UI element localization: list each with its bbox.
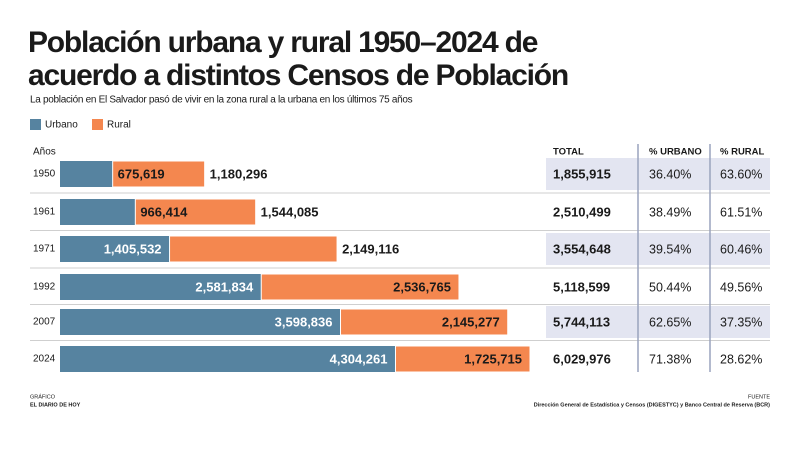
y-tick-label: 1950 [33,169,56,180]
chart-title: Población urbana y rural 1950–2024 de [28,26,538,59]
value-label: 1,725,715 [464,351,522,366]
table-cell: 5,744,113 [553,314,610,329]
table-cell: 39.54% [649,242,691,256]
table-cell: 36.40% [649,167,691,181]
y-tick-label: 1961 [33,207,56,218]
value-label: 966,414 [140,204,188,219]
table-cell: 60.46% [720,242,762,256]
bar-urbano [60,274,262,300]
bar-urbano [60,346,396,372]
table-cell: 61.51% [720,205,762,219]
row-shade [546,233,770,265]
value-label: 1,180,296 [210,166,268,181]
bar-rural [394,345,531,373]
legend-swatch [30,119,41,130]
source-label: FUENTE [748,394,770,400]
table-cell: 62.65% [649,315,691,329]
bar-urbano [60,236,170,262]
table-header: % URBANO [649,147,702,158]
source: Dirección General de Estadística y Censo… [534,402,770,408]
value-label: 1,405,532 [104,241,162,256]
table-cell: 1,855,915 [553,166,611,181]
bar-rural [169,235,338,263]
table-cell: 37.35% [720,315,762,329]
value-label: 2,581,834 [195,279,254,294]
table-cell: 2,510,499 [553,204,611,219]
y-tick-label: 2024 [33,354,56,365]
table-cell: 38.49% [649,205,691,219]
y-tick-label: 1992 [33,282,56,293]
value-label: 2,145,277 [442,314,500,329]
legend-swatch [92,119,103,130]
credit: EL DIARIO DE HOY [30,402,81,408]
bar-rural [112,160,206,188]
row-shade [546,158,770,190]
bar-urbano [60,309,341,335]
bar-urbano [60,161,113,187]
bar-rural [340,308,509,336]
value-label: 675,619 [118,166,165,181]
subtitle: La población en El Salvador pasó de vivi… [30,95,413,106]
bar-urbano [60,199,136,225]
table-cell: 5,118,599 [553,279,610,294]
legend-label: Urbano [45,120,78,131]
bar-rural [134,198,257,226]
table-header: TOTAL [553,147,584,158]
value-label: 3,598,836 [275,314,333,329]
y-tick-label: 2007 [33,317,56,328]
row-shade [546,306,770,338]
table-cell: 71.38% [649,352,691,366]
table-header: % RURAL [720,147,765,158]
legend-label: Rural [107,120,131,131]
y-tick-label: 1971 [33,244,56,255]
table-cell: 50.44% [649,280,691,294]
table-cell: 3,554,648 [553,241,611,256]
table-cell: 49.56% [720,280,762,294]
credit-label: GRÁFICO [30,393,56,400]
value-label: 2,536,765 [393,279,451,294]
chart-title: acuerdo a distintos Censos de Población [28,59,568,92]
table-cell: 28.62% [720,352,762,366]
y-axis-label: Años [33,147,56,158]
table-cell: 6,029,976 [553,351,611,366]
value-label: 4,304,261 [330,351,388,366]
value-label: 2,149,116 [342,241,399,256]
value-label: 1,544,085 [261,204,319,219]
bar-rural [260,273,460,301]
table-cell: 63.60% [720,167,762,181]
